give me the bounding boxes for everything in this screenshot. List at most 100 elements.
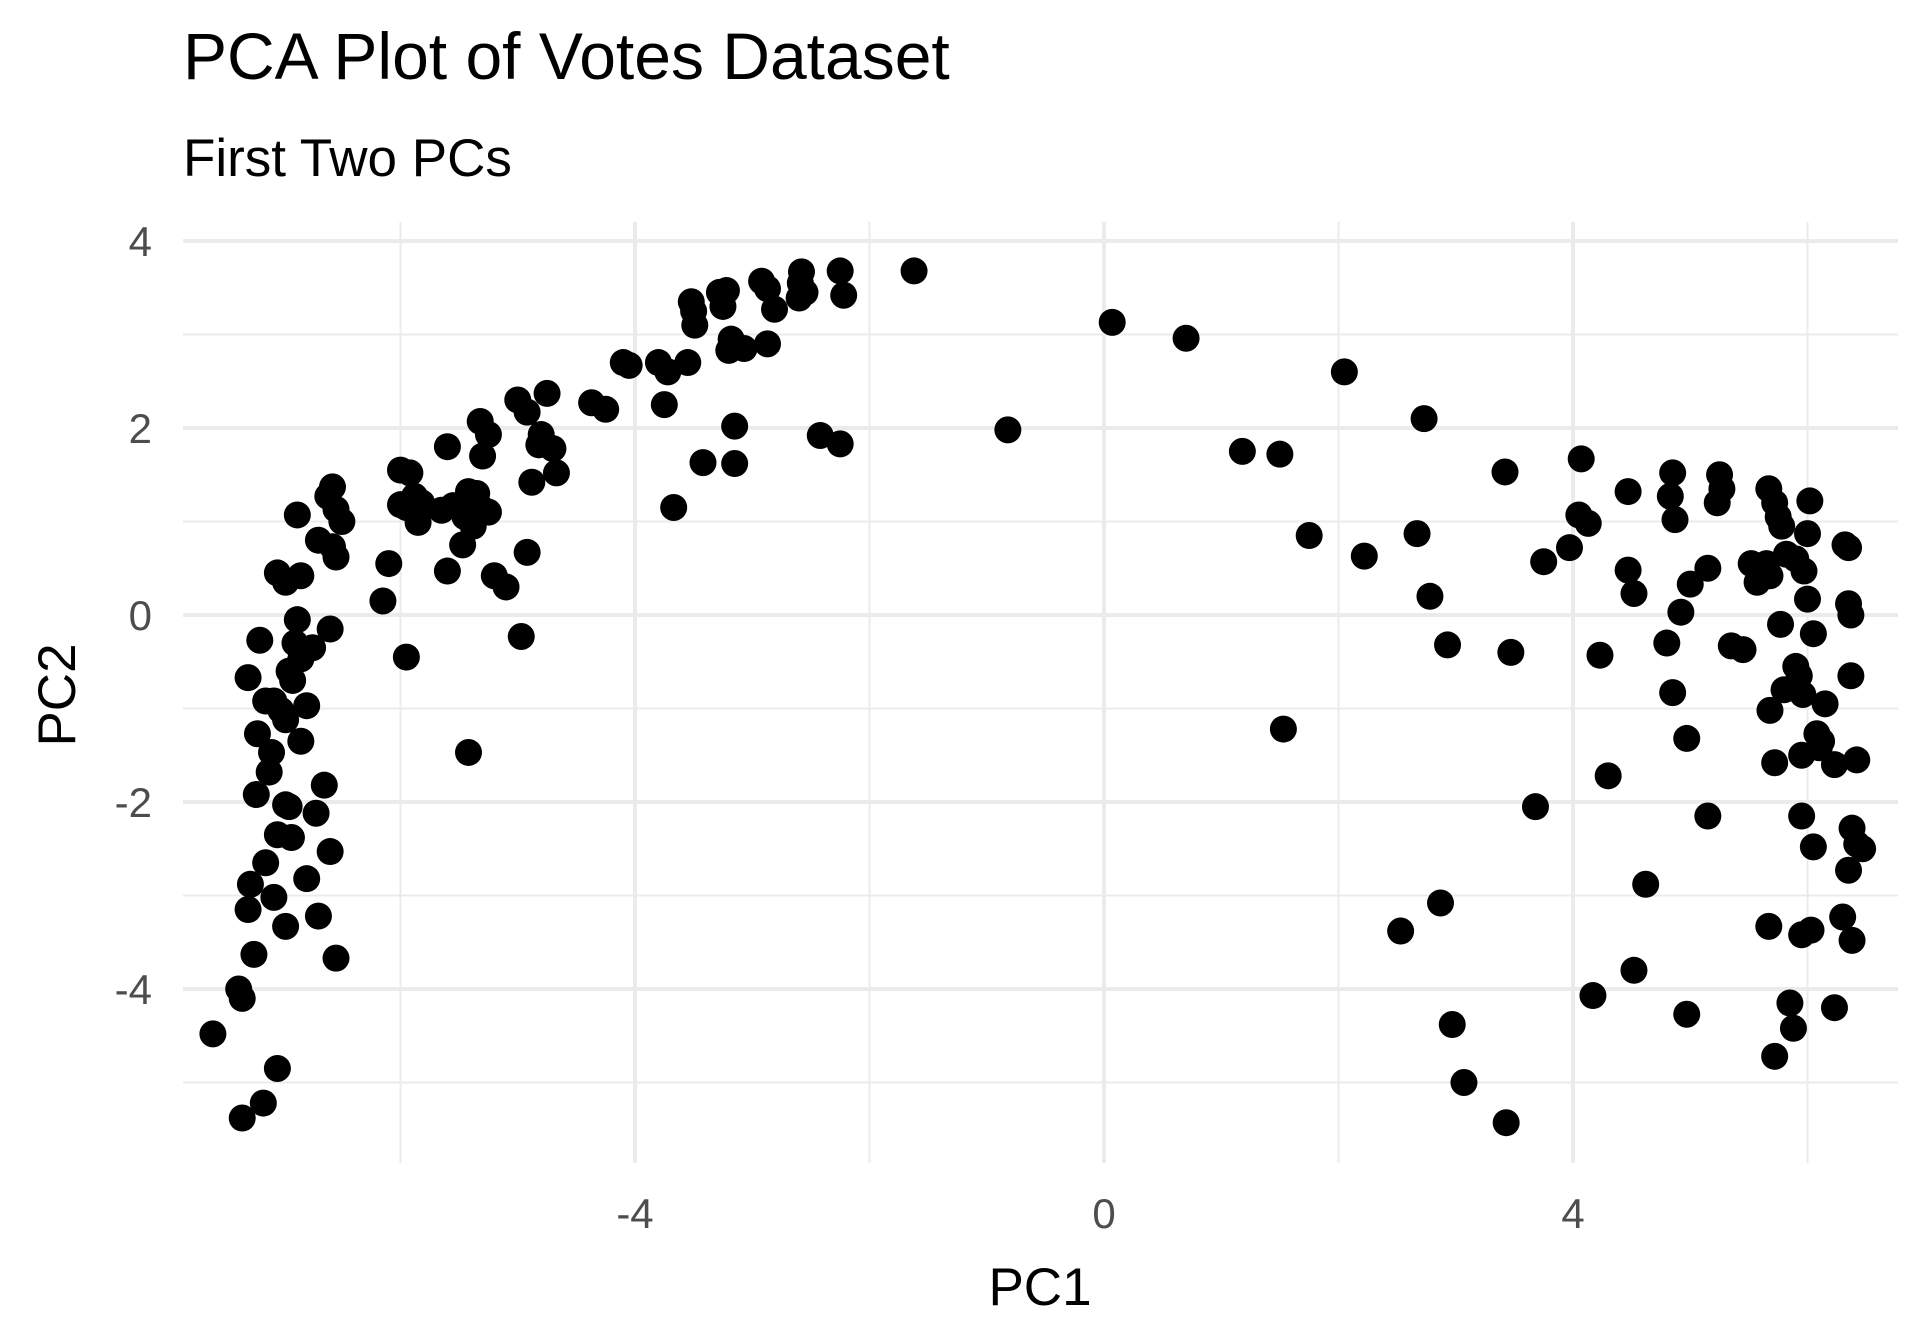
- data-point: [375, 550, 403, 578]
- data-point: [260, 883, 288, 911]
- y-tick-label: -4: [115, 966, 152, 1013]
- data-point: [1497, 638, 1525, 666]
- data-point: [1794, 520, 1821, 548]
- chart-title: PCA Plot of Votes Dataset: [183, 19, 950, 93]
- data-point: [316, 838, 344, 866]
- data-point: [1837, 601, 1865, 629]
- data-point: [255, 758, 283, 786]
- data-point: [293, 865, 321, 893]
- major-gridlines: [183, 222, 1898, 1163]
- data-point: [1808, 727, 1836, 755]
- data-point: [533, 379, 561, 407]
- data-point: [1703, 489, 1731, 517]
- data-point: [328, 508, 356, 535]
- data-point: [1776, 989, 1804, 1017]
- data-point: [1761, 1042, 1789, 1070]
- y-tick-labels: -4 -2 0 2 4: [115, 218, 152, 1013]
- y-tick-label: 2: [129, 405, 152, 452]
- data-point: [1567, 445, 1595, 473]
- y-tick-label: 4: [129, 218, 152, 265]
- data-point: [615, 351, 643, 379]
- data-point: [1491, 458, 1519, 486]
- data-point: [242, 781, 270, 809]
- minor-gridlines: [183, 222, 1898, 1163]
- data-point: [1530, 548, 1558, 576]
- data-point: [469, 442, 497, 470]
- data-point: [433, 557, 461, 585]
- data-point: [721, 450, 749, 478]
- data-point: [263, 1054, 291, 1082]
- data-point: [304, 902, 332, 930]
- data-point: [1729, 636, 1757, 664]
- data-point: [322, 944, 350, 972]
- data-point: [1849, 835, 1877, 863]
- data-point: [234, 664, 262, 692]
- data-point: [1788, 802, 1816, 830]
- data-point: [267, 696, 295, 724]
- data-point: [1416, 582, 1444, 610]
- data-point: [1794, 585, 1821, 613]
- data-point: [1756, 562, 1784, 590]
- data-point: [1768, 512, 1796, 540]
- data-point: [730, 335, 758, 363]
- data-point: [293, 692, 321, 720]
- y-tick-label: 0: [129, 592, 152, 639]
- data-point: [283, 606, 311, 634]
- data-point: [1835, 856, 1863, 884]
- x-tick-labels: -4 0 4: [616, 1190, 1584, 1237]
- data-point: [252, 849, 280, 877]
- data-point: [1790, 557, 1818, 585]
- data-point: [310, 771, 338, 799]
- data-point: [1837, 662, 1865, 690]
- chart-subtitle: First Two PCs: [183, 129, 512, 188]
- data-point: [1450, 1069, 1478, 1096]
- data-point: [681, 311, 709, 339]
- data-point: [199, 1020, 227, 1048]
- data-point: [1620, 579, 1648, 607]
- data-point: [1434, 631, 1462, 659]
- data-point: [1653, 629, 1681, 657]
- data-point: [1843, 746, 1871, 774]
- data-point: [387, 491, 414, 519]
- data-point: [1574, 509, 1602, 537]
- data-point: [1098, 308, 1126, 336]
- x-axis-title: PC1: [988, 1258, 1091, 1317]
- data-point: [1579, 982, 1607, 1010]
- data-point: [513, 398, 541, 426]
- data-point: [1835, 534, 1863, 562]
- data-point: [1620, 956, 1648, 984]
- data-point: [404, 508, 432, 536]
- data-point: [228, 1104, 256, 1132]
- data-point: [1694, 802, 1722, 830]
- data-point: [1266, 440, 1294, 468]
- data-point: [455, 738, 483, 766]
- data-point: [1779, 1014, 1807, 1042]
- data-point: [900, 257, 928, 285]
- data-point: [1614, 478, 1642, 506]
- data-point: [396, 459, 424, 487]
- data-point: [1350, 542, 1378, 570]
- data-point: [1820, 994, 1848, 1022]
- data-point: [1661, 506, 1689, 534]
- data-point: [1767, 610, 1795, 638]
- data-point: [1521, 793, 1549, 821]
- data-point: [243, 720, 271, 748]
- data-point: [1838, 926, 1866, 954]
- data-point: [240, 940, 268, 968]
- data-point: [279, 666, 307, 694]
- data-point: [1586, 641, 1614, 669]
- data-point: [492, 573, 520, 601]
- data-point: [1330, 358, 1358, 386]
- data-point: [1796, 487, 1824, 515]
- data-point: [1820, 751, 1848, 779]
- data-point: [1427, 889, 1455, 917]
- data-point: [1789, 680, 1817, 708]
- data-point: [830, 281, 858, 309]
- data-point: [249, 1089, 277, 1117]
- data-point: [525, 431, 553, 459]
- data-point: [1799, 833, 1827, 861]
- data-points: [199, 257, 1877, 1137]
- data-point: [246, 626, 274, 654]
- data-point: [1673, 724, 1701, 752]
